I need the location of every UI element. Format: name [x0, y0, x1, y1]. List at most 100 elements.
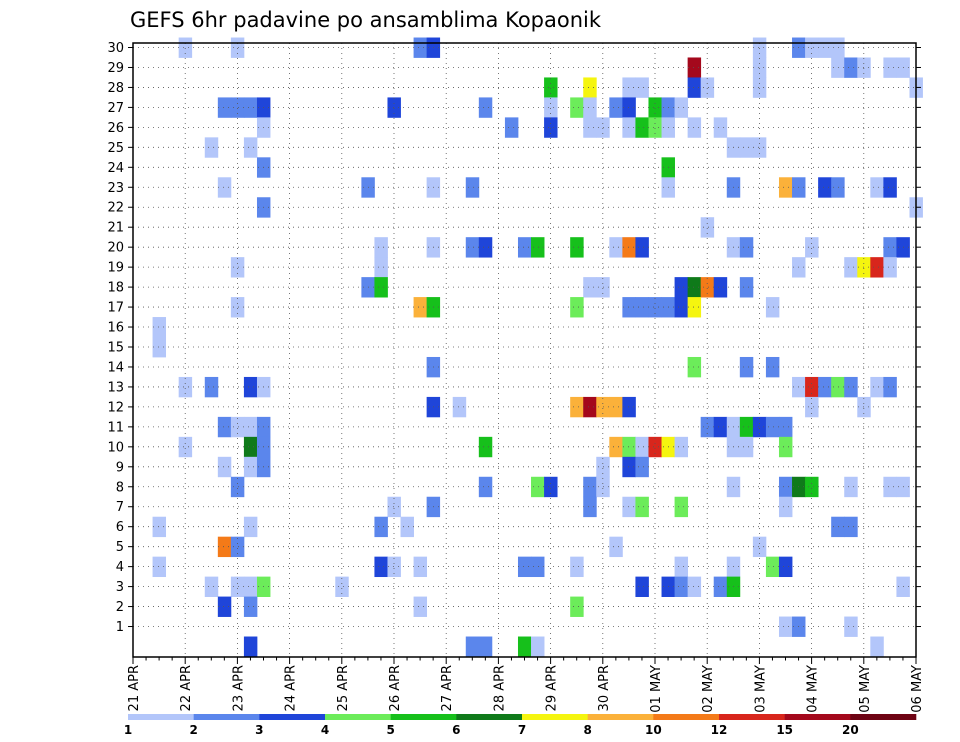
heatmap-cell	[622, 396, 636, 418]
heatmap-cell	[687, 57, 702, 78]
heatmap-cell	[635, 297, 649, 318]
heatmap-cell	[687, 356, 702, 378]
heatmap-cell	[478, 237, 493, 258]
y-tick-label: 7	[116, 500, 124, 515]
heatmap-cell	[217, 177, 232, 198]
heatmap-cell	[465, 237, 480, 258]
heatmap-cell	[583, 496, 597, 518]
heatmap-cell	[413, 596, 428, 617]
heatmap-cell	[387, 496, 401, 518]
y-tick-label: 13	[107, 380, 124, 395]
heatmap-cell	[465, 177, 480, 198]
heatmap-cell	[596, 476, 610, 498]
heatmap-cell	[178, 37, 193, 58]
heatmap-cell	[739, 436, 754, 458]
heatmap-cell	[243, 636, 258, 657]
x-tick-label: 21 APR	[127, 665, 142, 711]
heatmap-cell	[230, 257, 245, 278]
heatmap-cell	[635, 496, 649, 518]
x-tick-label: 30 APR	[597, 665, 612, 711]
heatmap-cell	[765, 297, 780, 318]
x-tick-label: 05 MAY	[858, 665, 873, 713]
heatmap-cell	[687, 117, 702, 138]
x-tick-label: 06 MAY	[910, 665, 925, 713]
heatmap-cell	[831, 516, 845, 538]
colorbar-swatch	[128, 714, 194, 720]
colorbar-swatch	[193, 714, 260, 720]
heatmap-cell	[805, 376, 819, 398]
y-tick-label: 26	[107, 121, 124, 136]
y-tick-label: 6	[116, 520, 124, 535]
heatmap-cell	[570, 237, 584, 258]
colorbar-label: 8	[583, 723, 591, 737]
heatmap-cell	[648, 436, 662, 458]
heatmap-cell	[413, 556, 428, 578]
y-tick-label: 1	[116, 620, 124, 635]
heatmap-cell	[648, 117, 662, 138]
heatmap-cell	[230, 536, 245, 558]
heatmap-cell	[217, 536, 232, 558]
heatmap-cell	[517, 556, 532, 578]
y-tick-label: 18	[107, 281, 124, 296]
heatmap-cell	[778, 177, 793, 198]
heatmap-cell	[152, 516, 167, 538]
heatmap-cell	[831, 376, 845, 398]
heatmap-cell	[570, 396, 584, 418]
heatmap-cell	[831, 57, 845, 78]
heatmap-cell	[844, 57, 858, 78]
heatmap-cell	[818, 376, 832, 398]
heatmap-cell	[648, 297, 662, 318]
heatmap-cell	[531, 556, 545, 578]
heatmap-cell	[805, 396, 819, 418]
heatmap-cell	[204, 137, 219, 158]
heatmap-cell	[504, 117, 519, 138]
colorbar-swatch	[587, 714, 654, 720]
colorbar-label: 15	[776, 723, 793, 737]
heatmap-cell	[765, 556, 780, 578]
heatmap-cell	[687, 277, 702, 298]
colorbar-label: 10	[645, 723, 662, 737]
heatmap-cell	[387, 556, 401, 578]
heatmap-cell	[609, 396, 623, 418]
heatmap-cell	[700, 77, 715, 98]
heatmap-cell	[622, 496, 636, 518]
heatmap-cell	[335, 576, 349, 597]
heatmap-cell	[844, 476, 858, 498]
y-tick-label: 11	[107, 420, 124, 435]
y-tick-label: 19	[107, 261, 124, 276]
heatmap-cell	[752, 536, 767, 558]
y-tick-label: 28	[107, 81, 124, 96]
heatmap-cell	[517, 636, 532, 657]
heatmap-cell	[844, 257, 858, 278]
heatmap-cell	[374, 257, 388, 278]
colorbar-label: 20	[842, 723, 859, 737]
y-tick-label: 14	[107, 360, 124, 375]
heatmap-cell	[243, 436, 258, 458]
colorbar-label: 6	[452, 723, 460, 737]
heatmap-cell	[152, 337, 167, 358]
heatmap-cell	[387, 97, 401, 118]
heatmap-cell	[752, 77, 767, 98]
y-tick-label: 24	[107, 161, 124, 176]
heatmap-cell	[478, 636, 493, 657]
heatmap-cell	[243, 137, 258, 158]
heatmap-cell	[687, 576, 702, 597]
heatmap-cell	[544, 476, 558, 498]
grid-lines	[133, 43, 916, 657]
heatmap-cell	[739, 356, 754, 378]
x-tick-label: 22 APR	[179, 665, 194, 711]
heatmap-cell	[778, 616, 793, 637]
heatmap-cell	[635, 77, 649, 98]
y-tick-label: 22	[107, 201, 124, 216]
heatmap-cell	[883, 57, 897, 78]
colorbar-swatch	[719, 714, 785, 720]
heatmap-cell	[531, 636, 545, 657]
heatmap-cell	[883, 476, 897, 498]
heatmap-cell	[243, 416, 258, 438]
y-tick-label: 16	[107, 321, 124, 336]
heatmap-cell	[635, 576, 649, 597]
heatmap-cell	[217, 456, 232, 478]
colorbar-swatch	[522, 714, 588, 720]
heatmap-cell	[583, 476, 597, 498]
